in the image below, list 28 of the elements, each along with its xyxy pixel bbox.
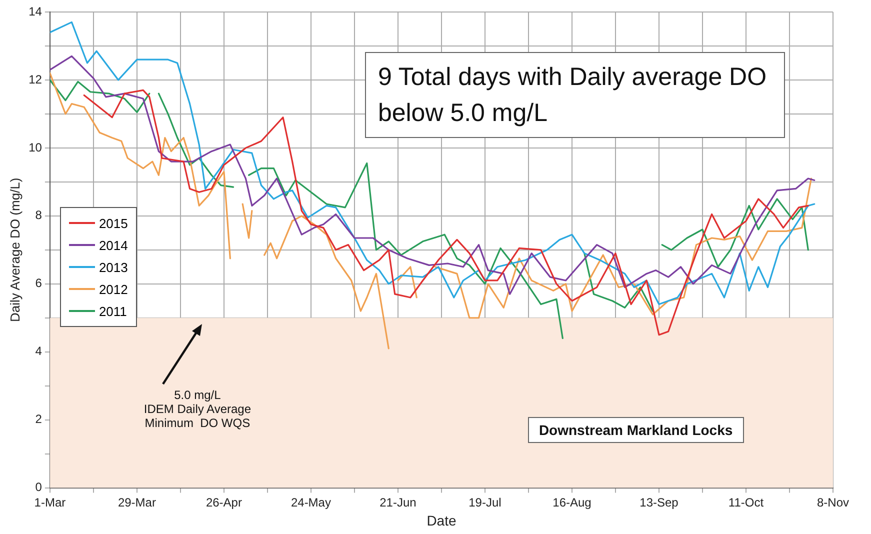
y-tick-label: 12	[28, 72, 42, 86]
x-tick-label: 26-Apr	[206, 495, 242, 510]
x-tick-label: 24-May	[290, 495, 331, 510]
legend-label: 2014	[98, 238, 128, 253]
annotation: Downstream Markland Locks	[528, 417, 744, 443]
legend-label: 2012	[98, 282, 128, 297]
x-axis-title: Date	[426, 512, 456, 528]
x-tick-label: 16-Aug	[552, 495, 592, 510]
annotation: 9 Total days with Daily average DO below 5.0 mg/L	[364, 52, 785, 138]
x-tick-label: 11-Oct	[728, 495, 764, 510]
band-label: 5.0 mg/L IDEM Daily Average Minimum DO WQS	[142, 388, 252, 430]
y-tick-label: 2	[35, 412, 42, 426]
x-tick-label: 13-Sep	[640, 495, 679, 510]
y-tick-label: 4	[35, 344, 42, 358]
y-tick-label: 10	[28, 140, 42, 154]
x-tick-label: 1-Mar	[34, 495, 66, 510]
x-tick-label: 21-Jun	[380, 495, 416, 510]
legend-label: 2013	[98, 260, 128, 275]
y-tick-label: 6	[35, 276, 42, 290]
y-tick-label: 14	[28, 4, 42, 18]
y-tick-label: 8	[35, 208, 42, 222]
y-axis-title: Daily Average DO (mg/L)	[7, 178, 22, 322]
legend-label: 2011	[98, 304, 127, 319]
y-tick-label: 0	[35, 480, 42, 494]
x-tick-label: 8-Nov	[816, 495, 850, 510]
x-tick-label: 29-Mar	[118, 495, 156, 510]
legend-label: 2015	[98, 216, 128, 231]
x-tick-label: 19-Jul	[468, 495, 502, 510]
